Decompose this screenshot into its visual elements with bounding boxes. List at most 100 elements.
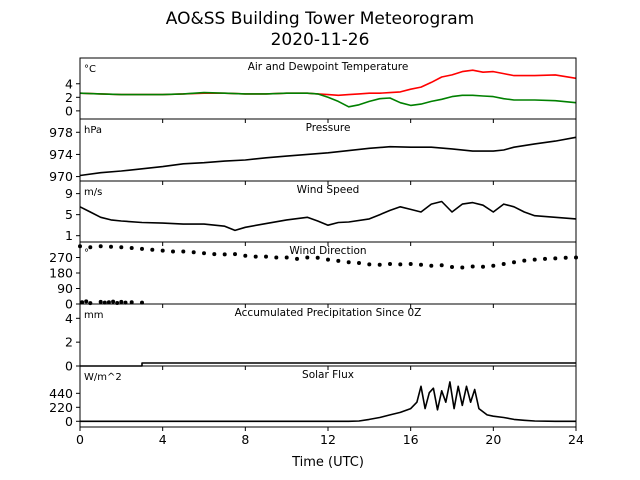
y-tick-label-1-0: 970 [49,169,73,184]
y-tick-label-0-2: 4 [65,76,73,91]
point-3-0-14 [222,252,227,257]
point-3-0-18 [264,254,268,259]
y-tick-label-2-1: 5 [65,207,73,222]
y-tick-label-5-0: 0 [65,414,73,429]
point-3-1-10 [129,300,134,305]
point-3-0-17 [253,254,258,259]
y-tick-label-2-0: 1 [65,228,73,243]
point-3-0-8 [160,248,165,253]
point-3-0-28 [367,262,372,267]
point-3-0-24 [326,257,330,262]
point-3-0-46 [553,256,558,261]
point-3-0-5 [129,246,134,250]
series-line-5-0 [80,381,576,423]
series-3-0 [78,244,578,270]
point-3-0-19 [274,255,279,260]
y-tick-label-0-1: 2 [65,90,73,105]
point-3-0-30 [388,262,392,266]
point-3-0-45 [543,256,547,261]
point-3-0-15 [233,252,237,257]
point-3-0-6 [140,246,144,251]
y-tick-label-4-1: 2 [65,335,73,350]
series-3-1 [80,299,144,306]
unit-label-5: W/m^2 [84,372,122,383]
panel-title-3: Wind Direction [289,245,366,257]
y-tick-label-3-3: 270 [49,250,73,265]
y-tick-label-3-1: 90 [57,281,73,296]
point-3-0-21 [295,256,299,261]
point-3-0-23 [315,255,320,260]
unit-label-4: mm [84,310,103,321]
unit-label-1: hPa [84,125,102,136]
point-3-0-37 [460,265,465,270]
unit-label-2: m/s [84,187,102,198]
point-3-0-41 [501,262,506,266]
point-3-0-32 [408,262,413,266]
point-3-0-33 [419,262,423,267]
x-tick-label-3: 12 [320,432,336,447]
point-3-0-43 [522,258,527,263]
x-axis-label: Time (UTC) [291,455,364,470]
point-3-0-11 [191,250,196,255]
x-tick-label-1: 4 [159,432,167,447]
point-3-0-7 [150,247,155,252]
point-3-0-2 [98,244,103,249]
panel-0: 024 °C Air and Dewpoint Temperature [65,57,577,123]
y-tick-label-4-0: 0 [65,359,73,374]
y-tick-label-2-2: 9 [65,186,73,201]
point-3-0-35 [439,263,444,268]
point-3-0-4 [119,245,124,250]
point-3-0-22 [305,255,310,260]
point-3-0-40 [491,263,496,268]
point-3-0-12 [202,251,206,256]
panel-title-2: Wind Speed [297,184,360,196]
panel-1: 970 974 978 hPa Pressure [49,118,577,185]
y-tick-label-3-2: 180 [49,266,73,281]
point-3-0-44 [532,257,537,262]
point-3-0-27 [357,261,361,265]
panel-4: 0 2 4 mm Accumulated Precipitation Since 0Z [65,303,577,374]
x-tick-label-4: 16 [403,432,419,447]
point-3-0-10 [181,249,186,254]
point-3-1-3 [98,299,103,304]
series-line-0-0 [79,69,577,97]
point-3-0-42 [512,260,516,265]
y-tick-label-4-2: 4 [65,311,73,326]
point-3-0-9 [171,249,175,254]
panel-2: 1 5 9 m/s Wind Speed [65,180,577,246]
panel-title-1: Pressure [306,122,351,134]
point-3-0-31 [398,262,403,267]
series-line-1-0 [79,136,577,177]
point-3-0-36 [450,265,454,269]
figure-title-line2: 2020-11-26 [271,30,370,50]
point-3-1-8 [119,299,124,304]
point-3-0-16 [243,253,248,258]
point-3-0-47 [563,255,568,260]
point-3-0-20 [284,255,289,260]
point-3-1-6 [111,299,116,304]
unit-label-0: °C [84,64,96,75]
x-tick-label-0: 0 [76,432,84,447]
x-tick-label-2: 8 [241,432,249,447]
point-3-0-3 [109,244,113,249]
point-3-0-39 [481,264,485,269]
point-3-1-1 [84,299,89,304]
x-tick-label-6: 24 [568,432,584,447]
point-3-0-29 [377,262,382,267]
point-3-0-1 [88,245,93,250]
y-tick-label-0-0: 0 [65,103,73,118]
series-line-0-1 [79,91,577,108]
x-tick-label-5: 20 [485,432,501,447]
panels-group: 024°C Air and Dewpoint Temperature9709749… [49,57,584,447]
y-tick-label-1-2: 978 [49,125,73,140]
point-3-0-34 [429,263,434,268]
series-line-2-0 [79,200,577,232]
panel-title-4: Accumulated Precipitation Since 0Z [235,307,422,319]
point-3-1-0 [80,300,85,305]
point-3-0-38 [470,264,475,269]
point-3-0-25 [336,258,341,263]
y-tick-label-5-1: 220 [49,400,73,415]
